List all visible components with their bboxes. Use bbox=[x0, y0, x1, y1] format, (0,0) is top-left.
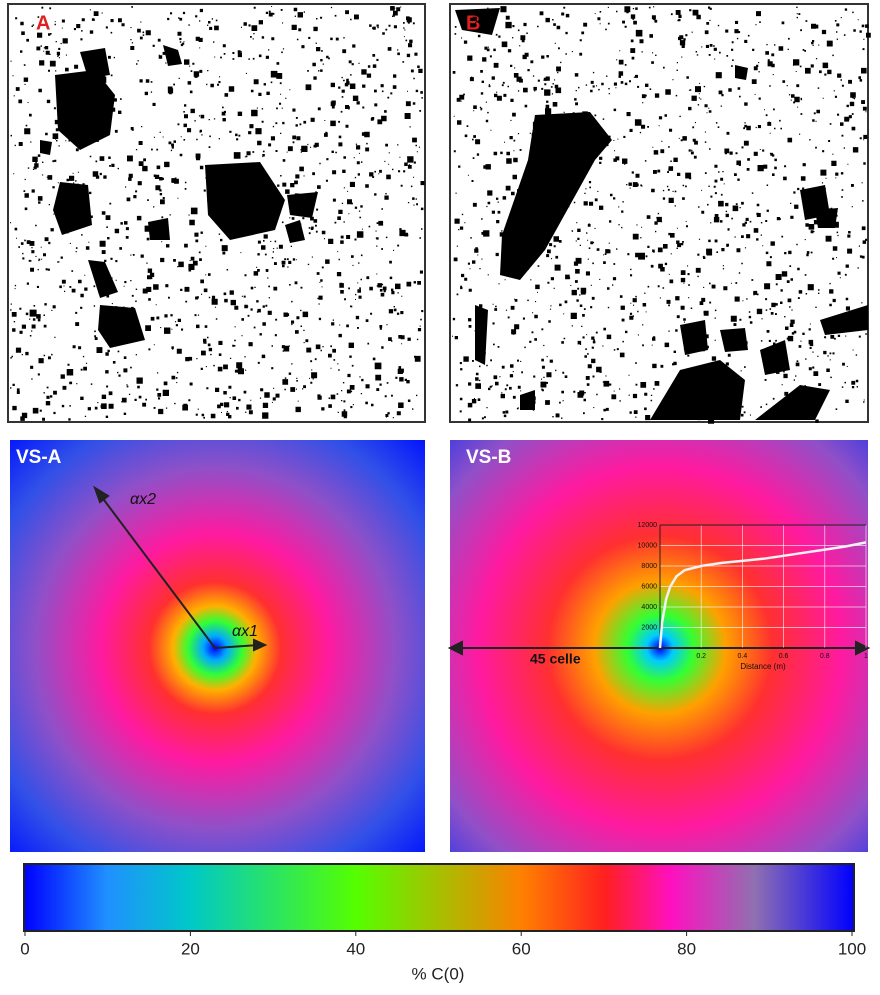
line-series bbox=[658, 541, 867, 649]
x-tick-label: 0.2 bbox=[696, 653, 706, 660]
x-axis-label: Distance (m) bbox=[740, 662, 786, 671]
panel-a: A bbox=[7, 3, 426, 423]
grains bbox=[40, 45, 318, 348]
annotation: αx2 bbox=[130, 491, 156, 508]
panel-label: A bbox=[36, 12, 50, 34]
x-tick-label: 0.8 bbox=[820, 653, 830, 660]
y-tick-label: 12000 bbox=[638, 522, 658, 529]
grains bbox=[455, 8, 868, 420]
colorbar-tick-label: 60 bbox=[512, 939, 531, 958]
x-tick-label: 0.6 bbox=[779, 653, 789, 660]
panel-label: VS-B bbox=[466, 447, 511, 468]
inset-chart: 2000 4000 6000 8000 10000 12000 0.2 0.4 0.6 0.8 1 D… bbox=[638, 522, 869, 671]
colorbar-label: % C(0) bbox=[412, 964, 465, 983]
x-tick-label: 1 bbox=[864, 653, 868, 660]
axes-arrows bbox=[93, 485, 871, 656]
panel-label: B bbox=[466, 12, 480, 34]
x-tick-label: 0.4 bbox=[738, 653, 748, 660]
y-tick-label: 6000 bbox=[641, 583, 657, 590]
annotation: αx1 bbox=[232, 623, 258, 640]
y-tick-label: 2000 bbox=[641, 624, 657, 631]
y-tick-label: 4000 bbox=[641, 604, 657, 611]
colorbar-tick-label: 0 bbox=[20, 939, 29, 958]
y-tick-label: 8000 bbox=[641, 563, 657, 570]
speckles bbox=[10, 6, 425, 421]
panel-label: VS-A bbox=[16, 447, 62, 468]
colorbar-tick-label: 40 bbox=[346, 939, 365, 958]
panel-b: B bbox=[449, 3, 871, 424]
annotation: 45 celle bbox=[530, 651, 581, 667]
variogram-a-map bbox=[10, 440, 425, 852]
y-tick-label: 10000 bbox=[638, 542, 658, 549]
colorbar bbox=[23, 863, 855, 932]
colorbar-tick-label: 80 bbox=[677, 939, 696, 958]
colorbar-tick-label: 100 bbox=[838, 939, 866, 958]
colorbar-tick-label: 20 bbox=[181, 939, 200, 958]
